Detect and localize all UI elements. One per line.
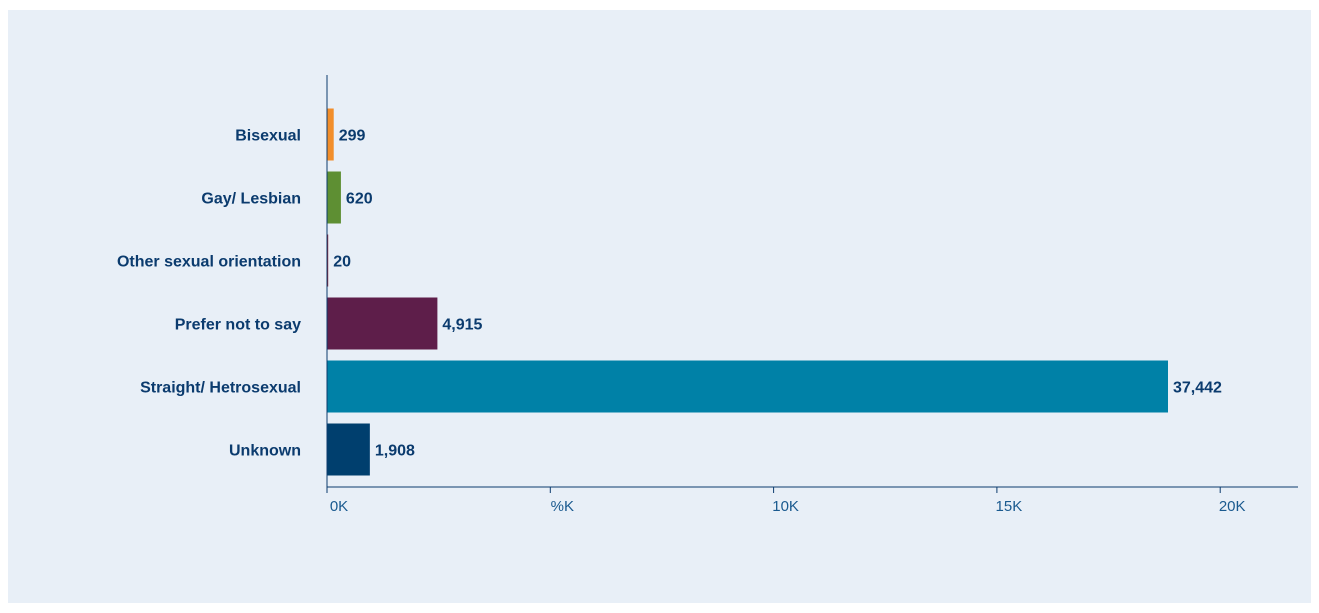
- bar-gay-lesbian: [327, 171, 341, 224]
- bar-other-sexual-orientation: [327, 234, 329, 287]
- value-labels: 299 620 20 4,915 37,442 1,908: [333, 128, 1222, 460]
- category-label-straight-hetrosexual: Straight/ Hetrosexual: [140, 380, 301, 397]
- category-label-gay-lesbian: Gay/ Lesbian: [201, 191, 301, 208]
- value-label-unknown: 1,908: [375, 443, 415, 460]
- bar-straight-hetrosexual: [327, 360, 1168, 413]
- category-label-unknown: Unknown: [229, 443, 301, 460]
- x-axis-ticks: 0K%K10K15K20K25K30K35K40K: [326, 487, 1246, 515]
- value-label-other-sexual-orientation: 20: [333, 254, 351, 271]
- category-label-bisexual: Bisexual: [235, 128, 301, 145]
- value-label-bisexual: 299: [339, 128, 366, 145]
- value-label-straight-hetrosexual: 37,442: [1173, 380, 1222, 397]
- x-tick-label: 0K: [330, 498, 348, 515]
- bars-group: [327, 108, 1168, 476]
- x-tick-label: 10K: [772, 498, 799, 515]
- x-tick-label: 20K: [1219, 498, 1246, 515]
- bar-unknown: [327, 423, 370, 476]
- x-tick-label: %K: [551, 498, 574, 515]
- bar-bisexual: [327, 108, 334, 161]
- value-label-prefer-not-to-say: 4,915: [442, 317, 482, 334]
- chart-panel: [8, 10, 1311, 603]
- x-tick-label: 15K: [996, 498, 1023, 515]
- category-labels: Bisexual Gay/ Lesbian Other sexual orienta…: [117, 128, 301, 460]
- value-label-gay-lesbian: 620: [346, 191, 373, 208]
- category-label-other-sexual-orientation: Other sexual orientation: [117, 254, 301, 271]
- bar-prefer-not-to-say: [327, 297, 438, 350]
- category-label-prefer-not-to-say: Prefer not to say: [175, 317, 301, 334]
